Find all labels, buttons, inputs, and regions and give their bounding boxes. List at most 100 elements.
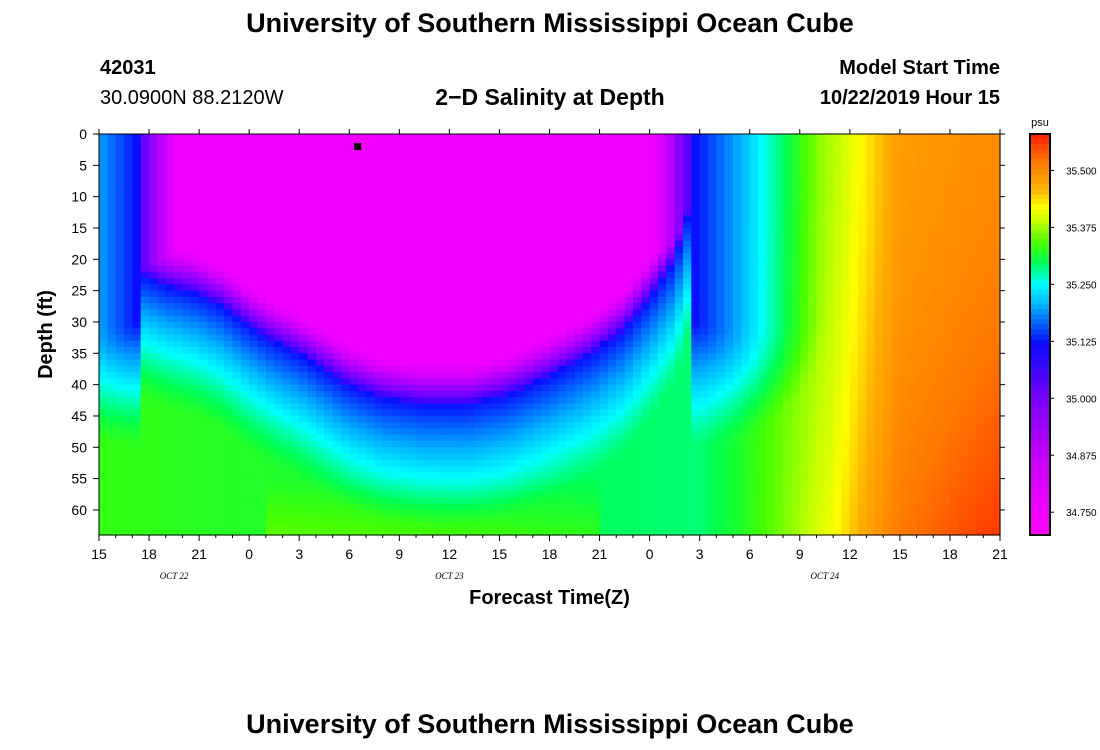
heatmap-cell xyxy=(215,409,225,417)
heatmap-cell xyxy=(708,134,717,141)
heatmap-cell xyxy=(532,347,542,354)
heatmap-cell xyxy=(657,246,667,254)
heatmap-cell xyxy=(466,227,476,235)
heatmap-cell xyxy=(657,528,667,536)
heatmap-cell xyxy=(674,246,684,254)
heatmap-cell xyxy=(299,290,309,298)
heatmap-cell xyxy=(432,397,442,405)
heatmap-cell xyxy=(382,384,392,392)
heatmap-cell xyxy=(132,303,142,311)
heatmap-cell xyxy=(149,378,158,386)
heatmap-cell xyxy=(232,202,242,210)
heatmap-cell xyxy=(724,441,734,448)
heatmap-cell xyxy=(516,296,526,304)
heatmap-cell xyxy=(741,134,751,141)
heatmap-cell xyxy=(124,152,133,160)
heatmap-cell xyxy=(416,309,425,317)
heatmap-cell xyxy=(107,140,117,148)
heatmap-cell xyxy=(265,484,275,492)
heatmap-cell xyxy=(257,234,267,242)
heatmap-cell xyxy=(374,390,384,398)
heatmap-cell xyxy=(607,240,617,248)
heatmap-cell xyxy=(215,459,225,467)
heatmap-cell xyxy=(574,190,584,198)
heatmap-cell xyxy=(432,215,442,223)
heatmap-cell xyxy=(416,190,425,198)
heatmap-cell xyxy=(699,397,709,405)
heatmap-cell xyxy=(632,321,642,329)
heatmap-cell xyxy=(499,415,509,423)
heatmap-cell xyxy=(199,459,209,467)
heatmap-cell xyxy=(482,522,492,530)
heatmap-cell xyxy=(549,202,559,210)
heatmap-cell xyxy=(599,384,609,392)
heatmap-cell xyxy=(149,447,158,455)
heatmap-cell xyxy=(482,303,492,311)
heatmap-cell xyxy=(149,453,158,461)
heatmap-cell xyxy=(265,516,275,524)
heatmap-cell xyxy=(574,447,584,455)
heatmap-cell xyxy=(132,171,142,179)
heatmap-cell xyxy=(449,403,459,411)
heatmap-cell xyxy=(449,453,459,461)
heatmap-cell xyxy=(691,428,701,436)
heatmap-cell xyxy=(566,340,576,348)
heatmap-cell xyxy=(474,202,484,210)
heatmap-cell xyxy=(566,227,576,235)
heatmap-cell xyxy=(532,246,542,254)
heatmap-cell xyxy=(449,434,459,442)
heatmap-cell xyxy=(224,196,234,204)
heatmap-cell xyxy=(566,528,576,536)
heatmap-cell xyxy=(207,321,217,329)
heatmap-cell xyxy=(499,215,509,223)
heatmap-cell xyxy=(240,372,250,379)
heatmap-cell xyxy=(207,215,217,223)
heatmap-cell xyxy=(390,202,400,210)
heatmap-cell xyxy=(733,303,742,311)
heatmap-cell xyxy=(107,177,117,185)
heatmap-cell xyxy=(282,296,292,304)
heatmap-cell xyxy=(432,221,442,229)
heatmap-cell xyxy=(532,522,542,530)
heatmap-cell xyxy=(724,397,734,405)
heatmap-cell xyxy=(541,328,551,336)
heatmap-cell xyxy=(382,240,392,248)
heatmap-cell xyxy=(365,184,375,191)
heatmap-cell xyxy=(407,415,417,423)
heatmap-cell xyxy=(632,328,642,336)
heatmap-cell xyxy=(507,184,517,191)
heatmap-cell xyxy=(165,347,175,354)
heatmap-cell xyxy=(140,353,150,361)
heatmap-cell xyxy=(340,397,350,405)
heatmap-cell xyxy=(240,165,250,173)
heatmap-cell xyxy=(582,328,592,336)
heatmap-cell xyxy=(482,353,492,361)
heatmap-cell xyxy=(157,146,167,154)
heatmap-cell xyxy=(674,309,684,317)
heatmap-cell xyxy=(249,278,259,285)
heatmap-cell xyxy=(324,447,334,455)
heatmap-cell xyxy=(374,227,384,235)
heatmap-cell xyxy=(708,491,717,499)
heatmap-cell xyxy=(724,271,734,279)
heatmap-cell xyxy=(365,278,375,285)
heatmap-cell xyxy=(741,409,751,417)
heatmap-cell xyxy=(616,321,626,329)
heatmap-cell xyxy=(466,503,476,511)
heatmap-cell xyxy=(708,497,717,505)
heatmap-cell xyxy=(265,246,275,254)
heatmap-cell xyxy=(666,509,676,517)
heatmap-cell xyxy=(682,459,692,467)
heatmap-cell xyxy=(340,359,350,367)
heatmap-cell xyxy=(733,296,742,304)
heatmap-cell xyxy=(557,171,567,179)
heatmap-cell xyxy=(491,491,501,499)
heatmap-cell xyxy=(691,184,701,191)
heatmap-cell xyxy=(457,328,467,336)
heatmap-cell xyxy=(249,372,259,379)
heatmap-cell xyxy=(657,328,667,336)
heatmap-cell xyxy=(532,403,542,411)
heatmap-cell xyxy=(182,190,192,198)
heatmap-cell xyxy=(257,165,267,173)
heatmap-cell xyxy=(240,159,250,166)
